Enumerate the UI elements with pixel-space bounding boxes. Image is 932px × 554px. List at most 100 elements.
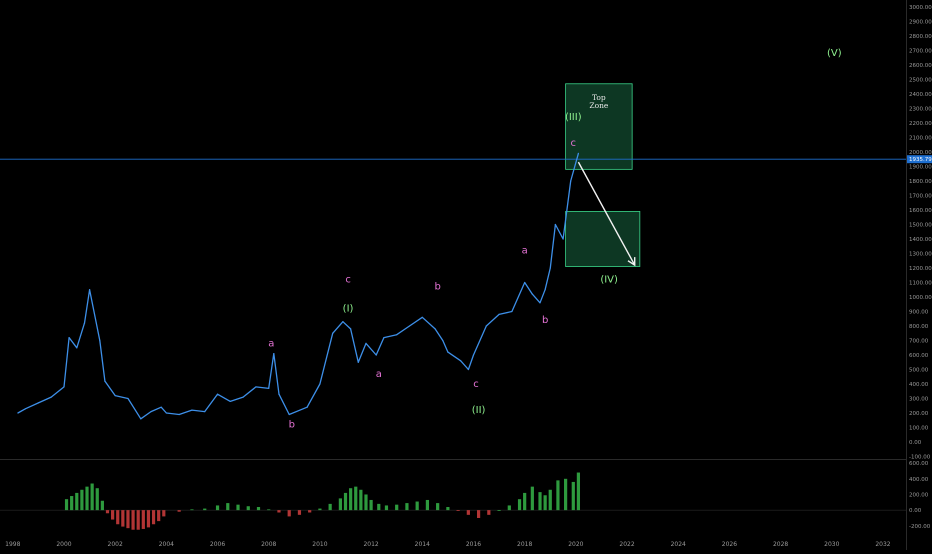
price-point <box>278 393 280 395</box>
histogram-bar <box>377 503 381 511</box>
price-point <box>350 328 352 330</box>
price-point <box>268 387 270 389</box>
histogram-bar <box>466 510 470 515</box>
histogram-bar <box>576 472 581 511</box>
histogram-bar <box>90 483 94 511</box>
price-point <box>383 337 385 339</box>
indicator-pane <box>0 472 906 530</box>
wave-label-minor: b <box>434 282 440 293</box>
y-tick-label: -100.00 <box>909 455 931 461</box>
y-tick-label: 100.00 <box>909 426 929 432</box>
price-point <box>319 383 321 385</box>
histogram-bar <box>548 489 552 511</box>
histogram-bar <box>105 510 110 514</box>
price-point <box>460 360 462 362</box>
zone-label-line1: Top <box>592 93 606 102</box>
histogram-bar <box>369 499 373 511</box>
projection-arrow-line <box>577 161 636 266</box>
wave-label-minor: b <box>289 420 295 431</box>
y-tick-label: 2000.00 <box>909 150 932 156</box>
y-tick-label: 2800.00 <box>909 34 932 40</box>
histogram-bar <box>308 510 312 513</box>
price-line <box>17 153 580 420</box>
histogram-bar <box>487 510 491 515</box>
y-tick-label: 2700.00 <box>909 48 932 54</box>
histogram-bar <box>215 505 220 511</box>
price-point <box>342 321 344 323</box>
histogram-bar <box>349 488 353 511</box>
price-point <box>531 293 533 295</box>
x-tick-label: 1998 <box>5 541 20 548</box>
histogram-bar <box>517 499 522 511</box>
x-tick-label: 2004 <box>159 541 174 548</box>
wave-label-minor: c <box>571 138 577 149</box>
histogram-bar <box>507 505 511 511</box>
histogram-bar <box>564 478 568 511</box>
price-point <box>485 325 487 327</box>
price-point <box>396 334 398 336</box>
x-tick-label: 2026 <box>722 541 737 548</box>
histogram-bar <box>95 488 99 511</box>
histogram-bar <box>297 510 302 515</box>
price-point <box>472 354 475 356</box>
histogram-bar <box>141 510 145 529</box>
histogram-bar <box>162 510 166 517</box>
price-point <box>204 410 206 413</box>
histogram-bar <box>146 510 151 528</box>
x-tick-label: 2010 <box>312 541 327 548</box>
price-point <box>83 322 86 324</box>
price-point <box>150 410 152 413</box>
price-point <box>447 351 449 353</box>
histogram-bar <box>64 499 69 511</box>
price-point <box>88 289 91 291</box>
price-point <box>242 396 244 398</box>
indicator-y-tick-label: 0.00 <box>909 508 922 514</box>
price-point <box>570 180 572 182</box>
y-tick-label: 1300.00 <box>909 251 932 257</box>
y-tick-label: 800.00 <box>909 324 929 330</box>
histogram-bar <box>131 510 135 530</box>
x-tick-label: 2022 <box>619 541 634 548</box>
y-tick-label: 400.00 <box>909 382 929 388</box>
price-point <box>511 310 513 313</box>
histogram-bar <box>456 510 460 511</box>
price-point <box>554 223 556 226</box>
wave-label-degree: (I) <box>343 304 354 315</box>
wave-label-minor: c <box>345 274 351 285</box>
x-axis: 1998 2000 2002 2004 2006 2008 2010 2012 2014 2016… <box>5 541 891 548</box>
wave-label-minor: a <box>376 369 382 380</box>
indicator-y-axis: 600.00 400.00 200.00 0.00 -200.00 <box>909 461 931 530</box>
histogram-bar <box>476 510 481 518</box>
price-point <box>24 408 27 410</box>
y-tick-label: 2500.00 <box>909 77 932 83</box>
price-point <box>127 397 129 400</box>
y-tick-label: 2100.00 <box>909 135 932 141</box>
histogram-bar <box>70 496 74 511</box>
price-point <box>562 238 564 240</box>
wave-label-minor: b <box>542 315 548 326</box>
y-tick-label: 200.00 <box>909 411 929 417</box>
main-pane <box>0 0 907 550</box>
y-tick-label: 1900.00 <box>909 164 932 170</box>
price-point <box>104 380 106 382</box>
price-point <box>288 413 290 416</box>
histogram-bar <box>85 486 89 511</box>
x-tick-label: 2012 <box>363 541 378 548</box>
histogram-bar <box>425 499 430 511</box>
y-tick-label: 600.00 <box>909 353 929 359</box>
histogram-bar <box>556 480 560 511</box>
y-tick-label: 1400.00 <box>909 237 932 243</box>
histogram-bar <box>236 504 240 511</box>
wave-label-minor: a <box>268 338 274 349</box>
price-point <box>434 328 436 330</box>
x-tick-label: 2002 <box>108 541 123 548</box>
histogram-bar <box>405 503 409 511</box>
price-point <box>577 152 580 154</box>
histogram-bar <box>530 486 534 511</box>
histogram-bar <box>246 506 250 511</box>
x-tick-label: 2024 <box>671 541 686 548</box>
price-point <box>375 354 377 356</box>
